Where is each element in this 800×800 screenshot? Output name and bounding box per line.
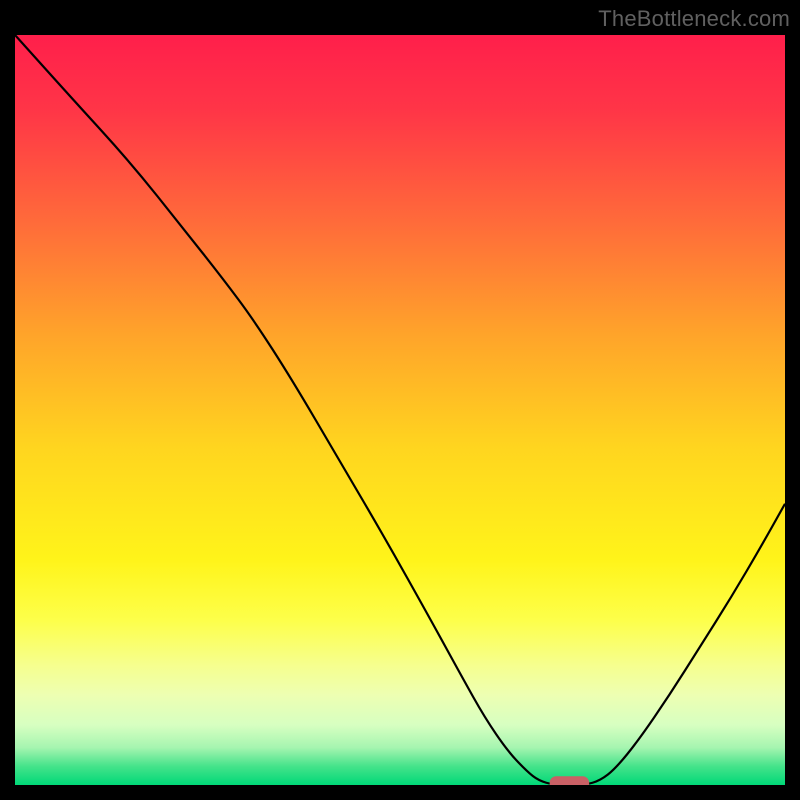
plot-background — [15, 35, 785, 785]
chart-frame — [15, 35, 785, 785]
optimal-marker — [550, 777, 589, 785]
plot-area — [15, 35, 785, 785]
watermark-text: TheBottleneck.com — [598, 6, 790, 32]
